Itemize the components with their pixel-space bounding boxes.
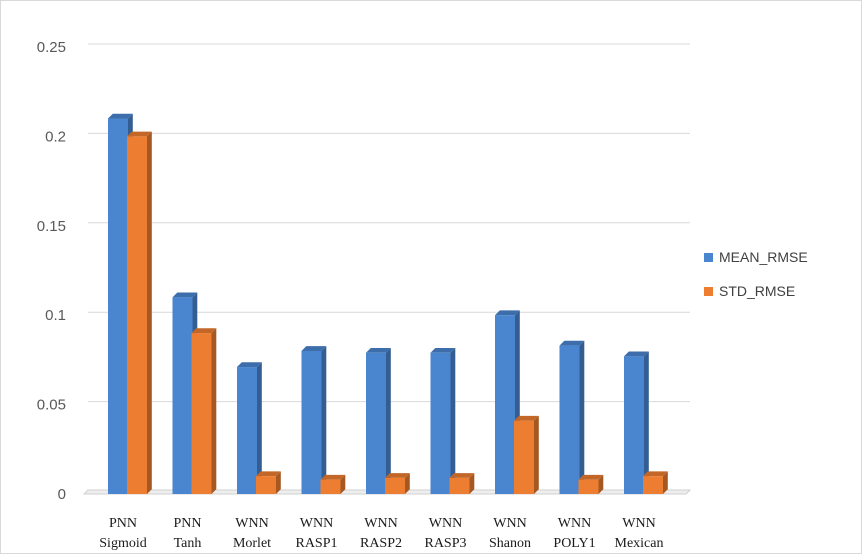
- bar-side: [386, 347, 391, 494]
- x-tick-label: WNN Mexican: [615, 516, 664, 551]
- legend-swatch: [704, 287, 713, 296]
- bar-std-rmse: [385, 477, 405, 494]
- x-tick-label-line: Tanh: [174, 536, 202, 551]
- bar-side: [598, 474, 604, 494]
- bar-std-rmse: [643, 476, 663, 494]
- legend-swatch: [704, 253, 713, 262]
- bar-side: [469, 473, 475, 494]
- x-tick-label: PNN Tanh: [173, 516, 201, 551]
- bar-top: [127, 131, 152, 137]
- x-tick-label: WNN Morlet: [233, 516, 271, 551]
- x-tick-label-line: Morlet: [233, 536, 271, 551]
- x-tick-label-line: Shanon: [489, 536, 531, 551]
- bar-top: [578, 474, 604, 480]
- x-tick-label-line: WNN: [300, 516, 333, 531]
- bar-top: [320, 474, 346, 480]
- x-tick-label-line: RASP2: [360, 536, 402, 551]
- x-tick-label-line: WNN: [622, 516, 655, 531]
- bar-side: [644, 351, 649, 494]
- bar-std-rmse: [449, 477, 470, 494]
- x-tick-label-line: Mexican: [615, 536, 664, 551]
- bar-std-rmse: [127, 136, 147, 494]
- bar-mean-rmse: [237, 367, 257, 494]
- bar-side: [321, 346, 327, 494]
- bar-top: [191, 328, 217, 334]
- bar-side: [147, 131, 152, 494]
- x-tick-label: WNN RASP2: [360, 516, 402, 551]
- bar-side: [257, 362, 262, 494]
- bar-top: [430, 347, 456, 353]
- bar-top: [643, 471, 668, 477]
- bar-std-rmse: [256, 476, 276, 494]
- bar-side: [579, 340, 585, 494]
- bar-mean-rmse: [559, 345, 580, 494]
- bar-side: [450, 347, 456, 494]
- bar-top: [495, 310, 520, 316]
- bar-side: [211, 328, 217, 494]
- bar-mean-rmse: [624, 356, 644, 494]
- bar-side: [534, 415, 539, 494]
- x-tick-label: WNN POLY1: [553, 516, 595, 551]
- x-tick-label-line: WNN: [493, 516, 526, 531]
- x-tick-label-line: RASP3: [424, 536, 466, 551]
- bar-top: [172, 292, 198, 298]
- y-tick-label: 0: [58, 486, 66, 503]
- x-tick-label-line: WNN: [429, 516, 462, 531]
- y-tick-label: 0.15: [37, 218, 66, 235]
- bar-side: [663, 471, 668, 494]
- legend-label: MEAN_RMSE: [719, 249, 808, 265]
- bar-top: [514, 415, 539, 421]
- bar-top: [301, 346, 327, 351]
- bar-mean-rmse: [430, 352, 451, 494]
- bar-std-rmse: [191, 333, 212, 494]
- y-tick-label: 0.2: [45, 128, 66, 145]
- bar-top: [559, 340, 585, 346]
- x-tick-label: PNN Sigmoid: [99, 516, 146, 551]
- x-tick-label-line: WNN: [235, 516, 268, 531]
- x-tick-label-line: PNN: [173, 516, 201, 531]
- bar-side: [340, 474, 346, 494]
- x-tick-label: WNN RASP1: [295, 516, 337, 551]
- x-tick-label-line: WNN: [364, 516, 397, 531]
- bar-std-rmse: [514, 420, 534, 494]
- y-tick-label: 0.1: [45, 307, 66, 324]
- y-tick-label: 0.05: [37, 397, 66, 414]
- x-tick-label-line: PNN: [109, 516, 137, 531]
- bar-mean-rmse: [366, 352, 386, 494]
- x-tick-label-line: WNN: [558, 516, 591, 531]
- x-tick-label-line: Sigmoid: [99, 536, 146, 551]
- bar-std-rmse: [320, 479, 341, 494]
- bar-top: [256, 471, 281, 477]
- bar-side: [276, 471, 281, 494]
- bar-std-rmse: [578, 479, 599, 494]
- bar-mean-rmse: [172, 297, 193, 494]
- y-tick-label: 0.25: [37, 39, 66, 56]
- bar-mean-rmse: [108, 118, 128, 495]
- bar-top: [366, 347, 391, 353]
- bar-top: [108, 113, 133, 119]
- bar-mean-rmse: [495, 315, 515, 494]
- x-tick-label: WNN RASP3: [424, 516, 466, 551]
- bar-top: [449, 473, 475, 478]
- bar-top: [385, 473, 410, 478]
- bar-top: [624, 351, 649, 357]
- x-tick-label-line: RASP1: [295, 536, 337, 551]
- legend-label: STD_RMSE: [719, 283, 795, 299]
- bar-top: [237, 362, 262, 368]
- bar-mean-rmse: [301, 350, 322, 494]
- x-tick-label: WNN Shanon: [489, 516, 531, 551]
- bar-side: [405, 473, 410, 494]
- x-tick-label-line: POLY1: [553, 536, 595, 551]
